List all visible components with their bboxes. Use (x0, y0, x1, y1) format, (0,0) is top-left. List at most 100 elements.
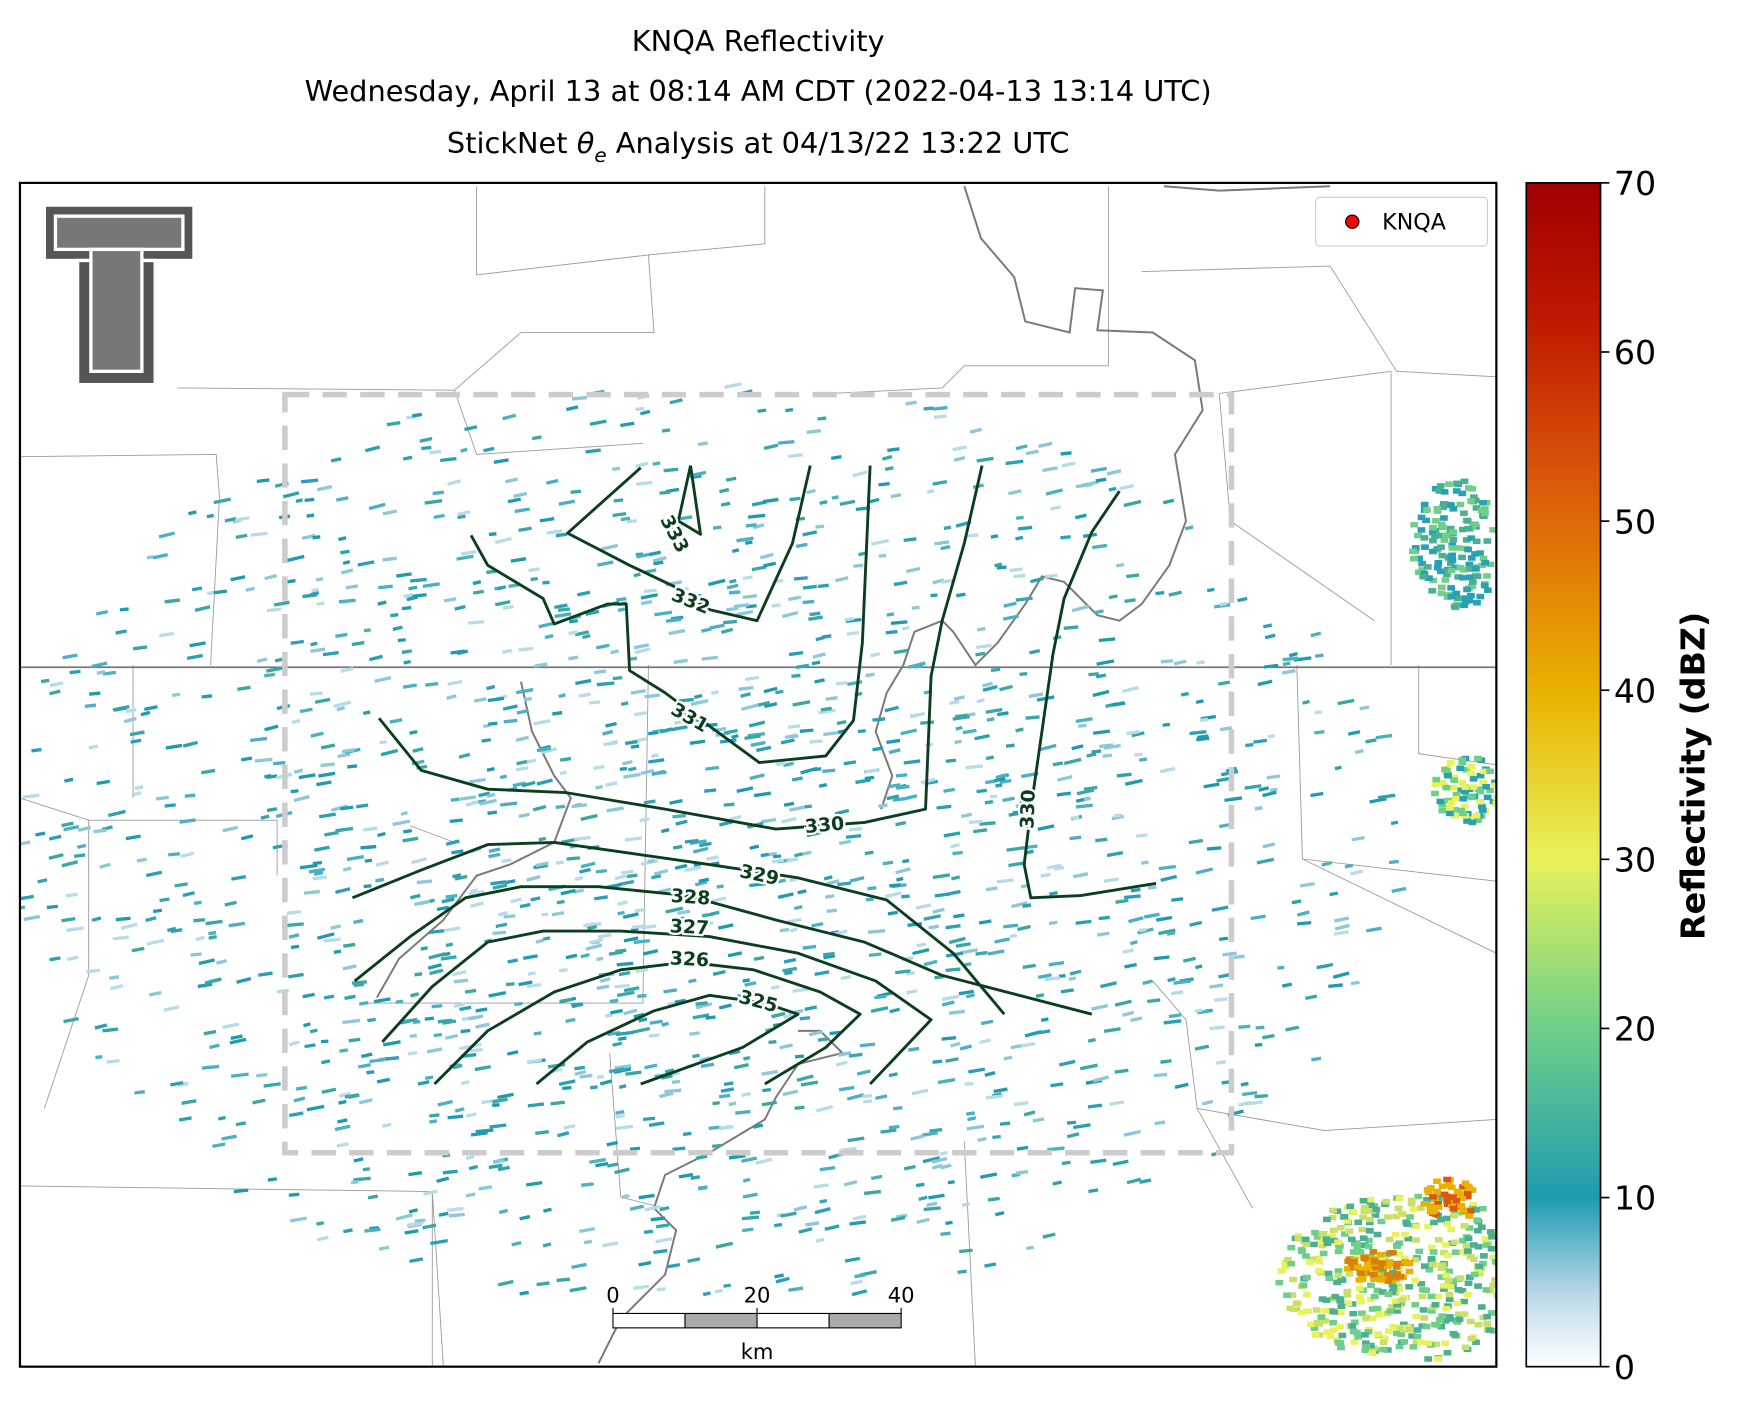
radar-echo (302, 593, 318, 599)
radar-echo (718, 1093, 731, 1099)
radar-echo (1468, 819, 1477, 826)
radar-echo (1466, 1274, 1474, 1280)
radar-echo (1024, 1030, 1042, 1038)
radar-echo (503, 914, 516, 919)
radar-echo (1315, 1268, 1323, 1274)
radar-echo (1436, 1195, 1444, 1201)
radar-echo (518, 980, 533, 987)
radar-echo (905, 400, 917, 406)
radar-echo (1368, 1350, 1377, 1357)
radar-echo (1348, 1301, 1357, 1307)
radar-echo (1122, 1010, 1135, 1017)
radar-echo (1209, 1025, 1225, 1031)
radar-echo (1451, 813, 1459, 819)
radar-echo (1287, 1260, 1296, 1267)
radar-echo (976, 456, 994, 463)
radar-echo (264, 724, 279, 732)
radar-echo (428, 952, 446, 960)
radar-echo (1489, 527, 1497, 533)
radar-echo (1095, 837, 1108, 843)
radar-echo (933, 414, 947, 419)
radar-echo (295, 1085, 308, 1091)
radar-echo (952, 850, 963, 856)
radar-echo (1458, 526, 1467, 533)
radar-echo (1366, 1202, 1375, 1208)
radar-echo (743, 1055, 751, 1061)
radar-echo (609, 1008, 623, 1015)
radar-echo (615, 1030, 634, 1037)
radar-echo (1010, 1043, 1022, 1050)
radar-echo (206, 513, 214, 519)
radar-echo (890, 493, 902, 499)
radar-echo (1344, 863, 1354, 869)
radar-echo (1314, 1255, 1323, 1262)
radar-echo (459, 1005, 472, 1012)
radar-echo (1441, 532, 1450, 539)
radar-echo (1404, 1235, 1413, 1242)
radar-echo (596, 681, 615, 687)
radar-echo (979, 1172, 998, 1179)
radar-echo (1363, 1265, 1371, 1271)
radar-echo (581, 1182, 594, 1187)
radar-echo (264, 573, 278, 581)
radar-echo (1098, 637, 1116, 643)
radar-echo (1070, 815, 1080, 820)
radar-echo (1283, 1292, 1291, 1299)
radar-echo (999, 684, 1013, 692)
radar-echo (579, 1073, 593, 1079)
radar-echo (1333, 916, 1350, 923)
radar-echo (1074, 513, 1087, 520)
radar-echo (593, 895, 608, 901)
radar-echo (1334, 1248, 1343, 1255)
radar-echo (474, 1064, 492, 1072)
radar-echo (316, 484, 333, 492)
radar-echo (1053, 865, 1065, 871)
radar-echo (338, 1099, 347, 1105)
radar-echo (465, 1112, 477, 1118)
radar-echo (230, 575, 246, 582)
radar-echo (1512, 1307, 1520, 1313)
radar-echo (1407, 1197, 1416, 1204)
radar-echo (1288, 651, 1298, 658)
radar-echo (922, 1156, 941, 1164)
radar-echo (635, 461, 649, 469)
radar-echo (1445, 1316, 1454, 1322)
theta-e-contours (351, 465, 1157, 1086)
radar-echo (982, 685, 998, 692)
radar-echo (1417, 1281, 1426, 1287)
radar-echo (1088, 672, 1099, 677)
radar-echo (710, 690, 719, 696)
radar-echo (1462, 767, 1471, 773)
radar-echo (180, 851, 195, 859)
radar-echo (984, 799, 994, 805)
radar-echo (1219, 726, 1233, 732)
radar-echo (653, 770, 667, 776)
radar-echo (633, 938, 650, 945)
colorbar-tick-label: 30 (1614, 841, 1656, 880)
radar-echo (1139, 757, 1148, 762)
radar-echo (1432, 1341, 1441, 1348)
radar-echo (1418, 1293, 1427, 1300)
radar-echo (602, 729, 614, 736)
radar-echo (916, 1217, 930, 1225)
radar-echo (390, 613, 399, 618)
radar-echo (266, 807, 278, 813)
radar-echo (302, 992, 315, 999)
radar-echo (593, 669, 607, 675)
radar-echo (977, 1136, 987, 1143)
radar-echo (333, 949, 342, 954)
radar-echo (888, 1072, 898, 1078)
radar-echo (1102, 753, 1113, 759)
radar-echo (1262, 842, 1276, 849)
radar-echo (671, 1079, 681, 1084)
contour-label: 330 (804, 814, 845, 838)
radar-echo (1068, 976, 1077, 981)
radar-echo (538, 836, 547, 842)
radar-echo (545, 478, 559, 485)
radar-echo (1474, 1283, 1482, 1289)
radar-echo (1491, 1259, 1497, 1265)
radar-echo (1124, 778, 1143, 786)
radar-echo (1358, 1226, 1367, 1233)
radar-echo (764, 702, 778, 709)
radar-echo (903, 1164, 916, 1171)
